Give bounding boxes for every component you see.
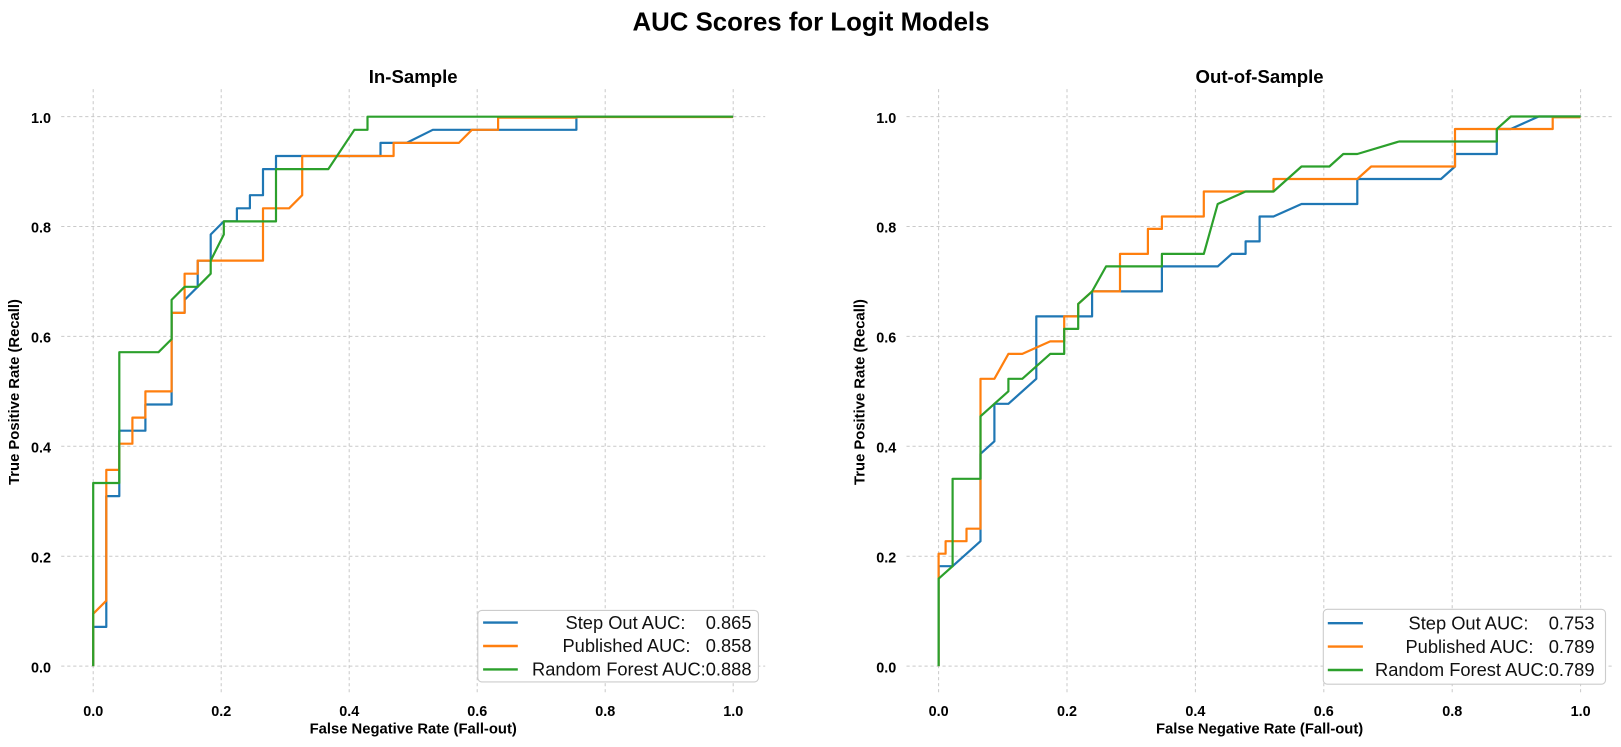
svg-text:False Negative Rate (Fall-out): False Negative Rate (Fall-out) (1156, 722, 1363, 738)
svg-text:0.0: 0.0 (929, 704, 949, 720)
svg-text:0.2: 0.2 (1057, 704, 1077, 720)
svg-text:AUC Scores for Logit Models: AUC Scores for Logit Models (633, 9, 990, 37)
svg-text:Step Out AUC: 0.753: Step Out AUC: 0.753 (1409, 612, 1595, 633)
svg-text:1.0: 1.0 (1571, 704, 1591, 720)
svg-text:0.8: 0.8 (876, 221, 896, 237)
svg-text:False Negative Rate (Fall-out): False Negative Rate (Fall-out) (310, 722, 517, 738)
svg-text:Random Forest AUC:0.888: Random Forest AUC:0.888 (532, 659, 751, 680)
svg-text:Published AUC: 0.789: Published AUC: 0.789 (1405, 636, 1594, 657)
svg-text:True Positive Rate (Recall): True Positive Rate (Recall) (7, 299, 23, 485)
svg-text:0.2: 0.2 (31, 550, 51, 566)
svg-text:0.2: 0.2 (876, 550, 896, 566)
svg-text:0.2: 0.2 (211, 704, 231, 720)
svg-text:Random Forest AUC:0.789: Random Forest AUC:0.789 (1375, 659, 1594, 680)
svg-text:0.4: 0.4 (1185, 704, 1205, 720)
svg-text:0.6: 0.6 (876, 331, 896, 347)
svg-text:0.8: 0.8 (31, 221, 51, 237)
svg-text:0.0: 0.0 (31, 660, 51, 676)
svg-text:0.0: 0.0 (876, 660, 896, 676)
svg-text:1.0: 1.0 (31, 111, 51, 127)
svg-text:0.8: 0.8 (595, 704, 615, 720)
svg-text:Out-of-Sample: Out-of-Sample (1196, 66, 1324, 87)
svg-text:Published AUC: 0.858: Published AUC: 0.858 (562, 635, 751, 656)
svg-text:0.6: 0.6 (1314, 704, 1334, 720)
svg-text:Step Out AUC: 0.865: Step Out AUC: 0.865 (566, 612, 752, 633)
svg-text:0.6: 0.6 (31, 331, 51, 347)
svg-text:0.4: 0.4 (339, 704, 359, 720)
svg-text:In-Sample: In-Sample (369, 66, 458, 87)
svg-text:1.0: 1.0 (723, 704, 743, 720)
svg-text:0.8: 0.8 (1442, 704, 1462, 720)
svg-text:0.4: 0.4 (876, 441, 896, 457)
svg-text:True Positive Rate (Recall): True Positive Rate (Recall) (852, 299, 868, 485)
svg-text:0.6: 0.6 (467, 704, 487, 720)
svg-text:0.0: 0.0 (83, 704, 103, 720)
svg-text:0.4: 0.4 (31, 441, 51, 457)
svg-text:1.0: 1.0 (876, 111, 896, 127)
